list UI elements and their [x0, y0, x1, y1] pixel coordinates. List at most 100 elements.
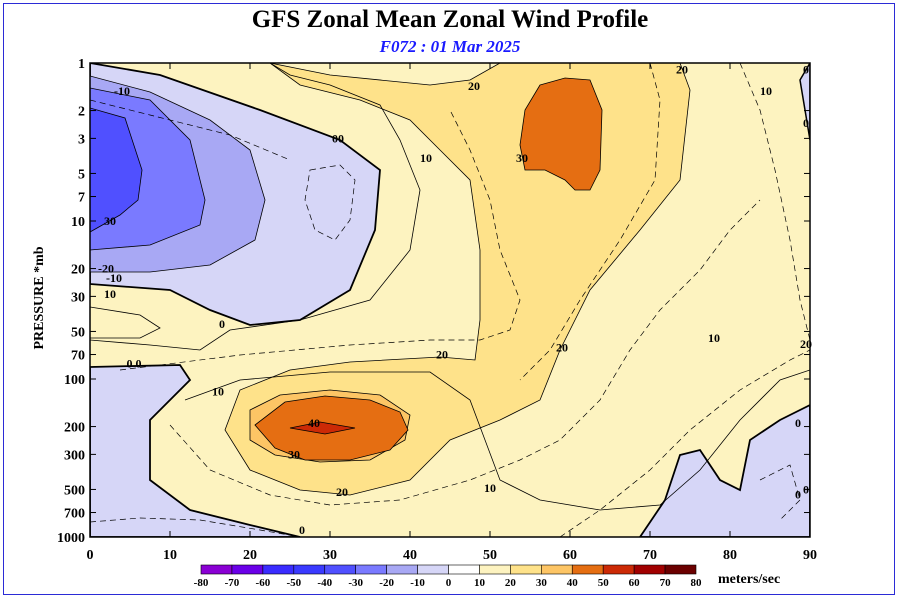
- x-tick-label: 60: [563, 548, 577, 563]
- y-tick-label: 500: [64, 483, 85, 498]
- fill-neg-right-top: [799, 63, 810, 141]
- colorbar-label: -70: [225, 577, 240, 589]
- contour-label: -20: [98, 262, 114, 276]
- x-tick-label: 10: [163, 548, 177, 563]
- y-tick-label: 1000: [57, 531, 85, 546]
- colorbar-swatch-40: [571, 564, 604, 575]
- chart-subtitle: F072 : 01 Mar 2025: [379, 37, 521, 56]
- colorbar-label: 30: [536, 577, 548, 589]
- colorbar-swatch--30: [355, 564, 387, 575]
- contour-label: 10: [484, 481, 496, 495]
- x-tick-label: 30: [323, 548, 337, 563]
- colorbar-swatch-50: [602, 564, 635, 575]
- colorbar-label: 50: [598, 577, 610, 589]
- contour-label: 0: [299, 523, 305, 537]
- chart-title: GFS Zonal Mean Zonal Wind Profile: [251, 6, 649, 33]
- colorbar-swatch-20: [510, 564, 542, 575]
- y-tick-label: 70: [71, 349, 85, 364]
- y-tick-label: 7: [78, 191, 85, 206]
- fill-neg-right: [638, 403, 810, 537]
- colorbar-swatch-60: [633, 564, 666, 575]
- dashed-contour-5: [559, 349, 810, 537]
- y-tick-label: 1: [78, 57, 85, 72]
- colorbar-swatch-10: [479, 564, 511, 575]
- colorbar-label: 80: [691, 577, 703, 589]
- contour-label: 10: [708, 331, 720, 345]
- y-tick-label: 20: [71, 263, 85, 278]
- contour-label: -10: [106, 271, 122, 285]
- colorbar-swatch--70: [231, 564, 264, 575]
- colorbar-units: meters/sec: [718, 572, 781, 587]
- colorbar-label: 20: [505, 577, 517, 589]
- x-tick-label: 0: [87, 548, 94, 563]
- contour-label: 0: [803, 482, 809, 496]
- colorbar-swatch-30: [541, 564, 573, 575]
- figure-frame: [3, 3, 895, 595]
- contour-label: 20: [676, 63, 688, 77]
- x-axis: 0 10 20 30 40 50 60 70 80 90: [87, 63, 817, 563]
- contour-label: 10: [760, 84, 772, 98]
- solid-contour-10: [90, 63, 421, 351]
- dashed-contour-3: [169, 199, 761, 506]
- x-tick-label: 40: [403, 548, 417, 563]
- dashed-contour-8: [90, 99, 291, 161]
- y-tick-label: 2: [78, 105, 85, 120]
- y-tick-label: 30: [71, 290, 85, 305]
- dashed-contour-2: [119, 109, 521, 371]
- x-tick-label: 50: [483, 548, 497, 563]
- contour-label: 0 0: [127, 357, 142, 371]
- colorbar-label: -30: [348, 577, 363, 589]
- y-tick-label: 300: [64, 448, 85, 463]
- contour-label: 0: [803, 63, 809, 77]
- colorbar-swatch--80: [200, 564, 233, 575]
- colorbar-swatch--20: [386, 564, 418, 575]
- contour-fills: [90, 63, 810, 537]
- colorbar-label: -50: [286, 577, 301, 589]
- contour-label: 0: [803, 116, 809, 130]
- y-tick-label: 10: [71, 215, 85, 230]
- contour-label: 10: [420, 151, 432, 165]
- colorbar-label: -20: [379, 577, 394, 589]
- contour-label: 0: [795, 416, 801, 430]
- x-tick-label: 20: [243, 548, 257, 563]
- colorbar: -80 -70 -60 -50 -40 -30 -20 -10 0 10 20 30 40 50 60 70 8…: [194, 564, 703, 589]
- colorbar-swatch--10: [417, 564, 449, 575]
- y-tick-label: 700: [64, 507, 85, 522]
- colorbar-label: -60: [256, 577, 271, 589]
- dashed-contour-1: [304, 164, 356, 241]
- contour-label: 20: [436, 348, 448, 362]
- contour-label: 30: [288, 447, 300, 461]
- y-tick-label: 100: [64, 373, 85, 388]
- contour-label: 30: [516, 151, 528, 165]
- x-tick-label: 90: [803, 548, 817, 563]
- plot-border: [89, 62, 811, 538]
- contour-label: 30: [104, 214, 116, 228]
- contour-label: 20: [336, 485, 348, 499]
- contour-label: 40: [308, 416, 320, 430]
- colorbar-label: 70: [660, 577, 672, 589]
- contour-label: 0: [219, 317, 225, 331]
- contour-label: 0: [795, 488, 801, 502]
- contour-label: 10: [212, 385, 224, 399]
- dashed-contour-6: [90, 517, 301, 537]
- colorbar-swatch-0: [448, 564, 480, 575]
- solid-contour-10b: [184, 369, 810, 511]
- colorbar-swatch-70: [664, 564, 697, 575]
- fill-pos30-upper: [519, 77, 603, 191]
- colorbar-label: -80: [194, 577, 209, 589]
- x-tick-label: 70: [643, 548, 657, 563]
- contour-label: 20: [468, 79, 480, 93]
- x-tick-label: 80: [723, 548, 737, 563]
- colorbar-label: -10: [410, 577, 425, 589]
- y-tick-label: 3: [78, 132, 85, 147]
- contour-label: 20: [556, 340, 568, 354]
- colorbar-label: 0: [446, 577, 452, 589]
- colorbar-label: 60: [629, 577, 641, 589]
- colorbar-swatch--50: [293, 564, 326, 575]
- colorbar-label: 40: [567, 577, 579, 589]
- colorbar-swatch--60: [262, 564, 295, 575]
- fill-pos40-core: [289, 421, 356, 435]
- contour-label: 00: [332, 131, 344, 145]
